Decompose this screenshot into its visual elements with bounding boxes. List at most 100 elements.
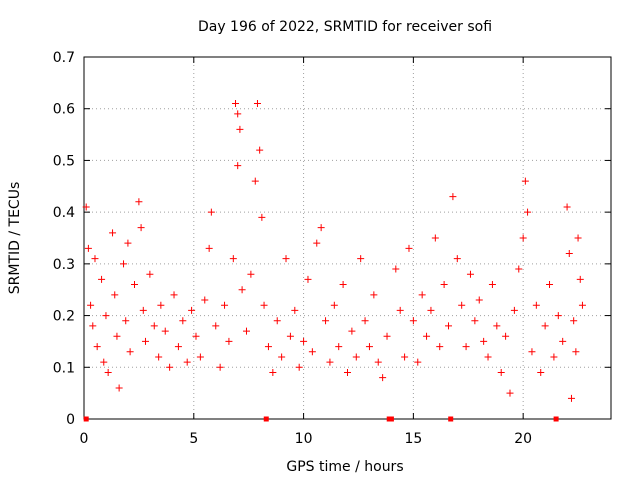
data-point xyxy=(109,229,117,237)
data-point xyxy=(141,337,149,345)
data-point xyxy=(567,394,575,402)
data-point xyxy=(431,234,439,242)
data-point xyxy=(157,301,165,309)
y-tick-label: 0.2 xyxy=(53,309,75,325)
data-point xyxy=(576,275,584,283)
data-point xyxy=(458,301,466,309)
data-point xyxy=(423,332,431,340)
data-point xyxy=(524,208,532,216)
data-point xyxy=(537,368,545,376)
data-point xyxy=(401,353,409,361)
data-point xyxy=(453,255,461,263)
data-point xyxy=(445,322,453,330)
data-point xyxy=(383,332,391,340)
data-point xyxy=(405,244,413,252)
data-point xyxy=(139,306,147,314)
data-point xyxy=(137,224,145,232)
data-point xyxy=(192,332,200,340)
data-point xyxy=(317,224,325,232)
data-point xyxy=(484,353,492,361)
data-point xyxy=(497,368,505,376)
data-point xyxy=(578,301,586,309)
plot-frame xyxy=(83,56,612,420)
data-point xyxy=(344,368,351,376)
data-point xyxy=(546,281,554,289)
y-tick-label: 0.1 xyxy=(53,360,75,376)
data-point xyxy=(572,348,580,356)
data-point xyxy=(216,363,224,371)
data-point xyxy=(247,270,255,278)
data-point xyxy=(528,348,536,356)
data-point xyxy=(480,337,488,345)
data-point xyxy=(269,368,277,376)
x-tick-label: 10 xyxy=(295,431,313,447)
data-point xyxy=(462,343,470,351)
y-tick-label: 0 xyxy=(66,412,75,428)
data-point xyxy=(357,255,365,263)
data-points xyxy=(82,100,586,422)
data-point xyxy=(236,125,244,133)
data-point xyxy=(251,177,259,185)
data-point xyxy=(502,332,510,340)
data-point xyxy=(361,317,369,325)
data-point xyxy=(304,275,312,283)
data-point xyxy=(440,281,448,289)
data-point xyxy=(87,301,95,309)
data-point xyxy=(550,353,558,361)
y-tick-label: 0.4 xyxy=(53,205,75,221)
data-point xyxy=(335,343,343,351)
data-point xyxy=(300,337,308,345)
data-point xyxy=(322,317,330,325)
data-point xyxy=(510,306,518,314)
data-point xyxy=(115,384,123,392)
data-point xyxy=(488,281,496,289)
x-tick-label: 0 xyxy=(80,431,89,447)
y-tick-label: 0.7 xyxy=(53,50,75,66)
data-point xyxy=(541,322,549,330)
data-point xyxy=(212,322,220,330)
zero-marker xyxy=(263,416,269,422)
data-point xyxy=(207,208,215,216)
data-point xyxy=(100,358,108,366)
x-tick-label: 5 xyxy=(189,431,198,447)
data-point xyxy=(264,343,272,351)
data-point xyxy=(396,306,404,314)
data-point xyxy=(554,312,562,320)
data-point xyxy=(201,296,209,304)
data-point xyxy=(308,348,316,356)
data-point xyxy=(348,327,356,335)
data-point xyxy=(111,291,119,299)
data-point xyxy=(113,332,121,340)
zero-marker xyxy=(553,416,559,422)
data-point xyxy=(183,358,191,366)
data-point xyxy=(427,306,435,314)
data-point xyxy=(98,275,106,283)
data-point xyxy=(563,203,571,211)
data-point xyxy=(196,353,204,361)
data-point xyxy=(330,301,338,309)
y-tick-label: 0.3 xyxy=(53,257,75,273)
data-point xyxy=(221,301,229,309)
data-point xyxy=(365,343,373,351)
data-point xyxy=(170,291,178,299)
y-axis-label: SRMTID / TECUs xyxy=(7,182,23,295)
data-point xyxy=(559,337,567,345)
data-point xyxy=(260,301,268,309)
data-point xyxy=(91,255,99,263)
data-point xyxy=(379,374,387,382)
data-point xyxy=(258,213,266,221)
data-point xyxy=(205,244,213,252)
data-point xyxy=(161,327,169,335)
data-point xyxy=(574,234,582,242)
data-point xyxy=(278,353,286,361)
data-point xyxy=(122,317,130,325)
data-point xyxy=(418,291,426,299)
data-point xyxy=(374,358,382,366)
data-point xyxy=(286,332,294,340)
data-point xyxy=(135,198,143,206)
data-point xyxy=(370,291,378,299)
data-point xyxy=(150,322,158,330)
data-point xyxy=(471,317,479,325)
